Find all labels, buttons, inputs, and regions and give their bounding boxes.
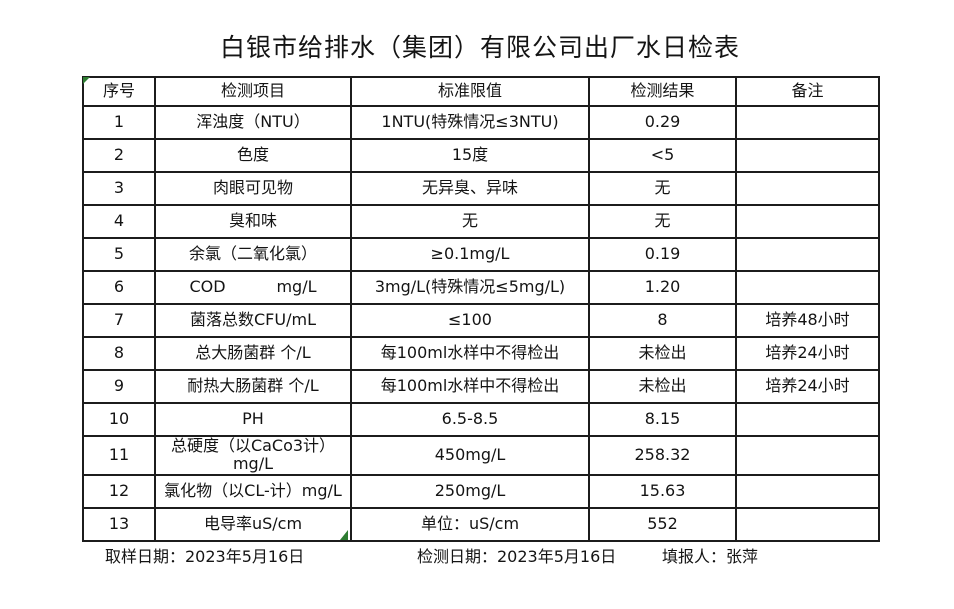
cell-no: 12 bbox=[82, 473, 156, 509]
table-row: 10 PH 6.5-8.5 8.15 bbox=[82, 402, 880, 437]
table-body: 1 浑浊度（NTU） 1NTU(特殊情况≤3NTU) 0.29 2 色度 15度 <5 3 肉眼可… bbox=[82, 105, 880, 542]
cell-item: PH bbox=[154, 402, 352, 437]
cell-result: 258.32 bbox=[588, 435, 737, 476]
cell-limit: 无异臭、异味 bbox=[350, 171, 590, 206]
column-header-result: 检测结果 bbox=[588, 76, 737, 107]
inspection-table-grid: 序号 检测项目 标准限值 检测结果 备注 1 浑浊度（NTU） 1NTU(特殊情况≤… bbox=[82, 76, 880, 542]
cell-no: 4 bbox=[82, 204, 156, 239]
cell-note bbox=[735, 171, 880, 206]
column-header-limit: 标准限值 bbox=[350, 76, 590, 107]
cell-limit: 每100ml水样中不得检出 bbox=[350, 336, 590, 371]
cell-limit: 250mg/L bbox=[350, 473, 590, 509]
cell-item: 氯化物（以CL-计）mg/L bbox=[154, 473, 352, 509]
cell-note bbox=[735, 138, 880, 173]
cell-no: 11 bbox=[82, 435, 156, 476]
table-row: 13 电导率uS/cm 单位：uS/cm 552 bbox=[82, 506, 880, 542]
cell-note bbox=[735, 105, 880, 140]
cell-item: 臭和味 bbox=[154, 204, 352, 239]
cell-result: <5 bbox=[588, 138, 737, 173]
cell-limit: 15度 bbox=[350, 138, 590, 173]
footer: 取样日期：2023年5月16日 检测日期：2023年5月16日 填报人：张萍 bbox=[82, 543, 878, 567]
table-row: 1 浑浊度（NTU） 1NTU(特殊情况≤3NTU) 0.29 bbox=[82, 105, 880, 140]
cell-limit: ≥0.1mg/L bbox=[350, 237, 590, 272]
table-row: 11 总硬度（以CaCo3计）mg/L 450mg/L 258.32 bbox=[82, 435, 880, 476]
column-header-item: 检测项目 bbox=[154, 76, 352, 107]
cell-limit: 3mg/L(特殊情况≤5mg/L) bbox=[350, 270, 590, 305]
cell-item: 耐热大肠菌群 个/L bbox=[154, 369, 352, 404]
cell-note: 培养48小时 bbox=[735, 303, 880, 338]
cell-no: 7 bbox=[82, 303, 156, 338]
cell-result: 未检出 bbox=[588, 336, 737, 371]
cell-item: COD mg/L bbox=[154, 270, 352, 305]
table-row: 2 色度 15度 <5 bbox=[82, 138, 880, 173]
cell-item: 电导率uS/cm bbox=[154, 506, 352, 542]
table-header-row: 序号 检测项目 标准限值 检测结果 备注 bbox=[82, 76, 880, 107]
cell-note bbox=[735, 506, 880, 542]
cell-no: 1 bbox=[82, 105, 156, 140]
table-row: 3 肉眼可见物 无异臭、异味无 bbox=[82, 171, 880, 206]
cell-limit: 单位：uS/cm bbox=[350, 506, 590, 542]
cell-result: 15.63 bbox=[588, 473, 737, 509]
table-row: 5 余氯（二氧化氯） ≥0.1mg/L 0.19 bbox=[82, 237, 880, 272]
testing-date-label: 检测日期：2023年5月16日 bbox=[417, 547, 617, 566]
column-header-no: 序号 bbox=[82, 76, 156, 107]
cell-no: 5 bbox=[82, 237, 156, 272]
cell-no: 9 bbox=[82, 369, 156, 404]
table-row: 9 耐热大肠菌群 个/L 每100ml水样中不得检出 未检出 培养24小时 bbox=[82, 369, 880, 404]
column-header-note: 备注 bbox=[735, 76, 880, 107]
cell-item: 浑浊度（NTU） bbox=[154, 105, 352, 140]
cell-limit: 无 bbox=[350, 204, 590, 239]
cell-no: 8 bbox=[82, 336, 156, 371]
cell-note bbox=[735, 435, 880, 476]
page-title: 白银市给排水（集团）有限公司出厂水日检表 bbox=[219, 33, 740, 62]
cell-result: 552 bbox=[588, 506, 737, 542]
table-row: 8 总大肠菌群 个/L 每100ml水样中不得检出 未检出 培养24小时 bbox=[82, 336, 880, 371]
cell-result: 1.20 bbox=[588, 270, 737, 305]
cell-result: 无 bbox=[588, 171, 737, 206]
cell-limit: 450mg/L bbox=[350, 435, 590, 476]
cell-result: 无 bbox=[588, 204, 737, 239]
cell-no: 10 bbox=[82, 402, 156, 437]
cell-limit: 每100ml水样中不得检出 bbox=[350, 369, 590, 404]
cell-result: 0.29 bbox=[588, 105, 737, 140]
table-row: 6 COD mg/L 3mg/L(特殊情况≤5mg/L) 1.20 bbox=[82, 270, 880, 305]
cell-note: 培养24小时 bbox=[735, 369, 880, 404]
cell-result: 8 bbox=[588, 303, 737, 338]
cell-limit: ≤100 bbox=[350, 303, 590, 338]
cell-result: 8.15 bbox=[588, 402, 737, 437]
cell-note bbox=[735, 473, 880, 509]
cell-item: 菌落总数CFU/mL bbox=[154, 303, 352, 338]
cell-note bbox=[735, 402, 880, 437]
cell-note: 培养24小时 bbox=[735, 336, 880, 371]
cell-no: 2 bbox=[82, 138, 156, 173]
cell-no: 3 bbox=[82, 171, 156, 206]
sampling-date-label: 取样日期：2023年5月16日 bbox=[105, 547, 305, 566]
cell-note bbox=[735, 270, 880, 305]
cell-no: 6 bbox=[82, 270, 156, 305]
cell-item: 色度 bbox=[154, 138, 352, 173]
cell-result: 未检出 bbox=[588, 369, 737, 404]
table-row: 12 氯化物（以CL-计）mg/L 250mg/L 15.63 bbox=[82, 473, 880, 509]
cell-limit: 1NTU(特殊情况≤3NTU) bbox=[350, 105, 590, 140]
reporter-label: 填报人：张萍 bbox=[662, 547, 759, 566]
cell-note bbox=[735, 237, 880, 272]
table-row: 7 菌落总数CFU/mL ≤100 8 培养48小时 bbox=[82, 303, 880, 338]
cell-no: 13 bbox=[82, 506, 156, 542]
cell-note bbox=[735, 204, 880, 239]
cell-limit: 6.5-8.5 bbox=[350, 402, 590, 437]
table-row: 4 臭和味无无 bbox=[82, 204, 880, 239]
cell-item: 总大肠菌群 个/L bbox=[154, 336, 352, 371]
cell-item: 余氯（二氧化氯） bbox=[154, 237, 352, 272]
cell-item: 总硬度（以CaCo3计）mg/L bbox=[154, 435, 352, 476]
cell-item: 肉眼可见物 bbox=[154, 171, 352, 206]
cell-result: 0.19 bbox=[588, 237, 737, 272]
inspection-table: 序号 检测项目 标准限值 检测结果 备注 1 浑浊度（NTU） 1NTU(特殊情况≤… bbox=[82, 76, 880, 542]
